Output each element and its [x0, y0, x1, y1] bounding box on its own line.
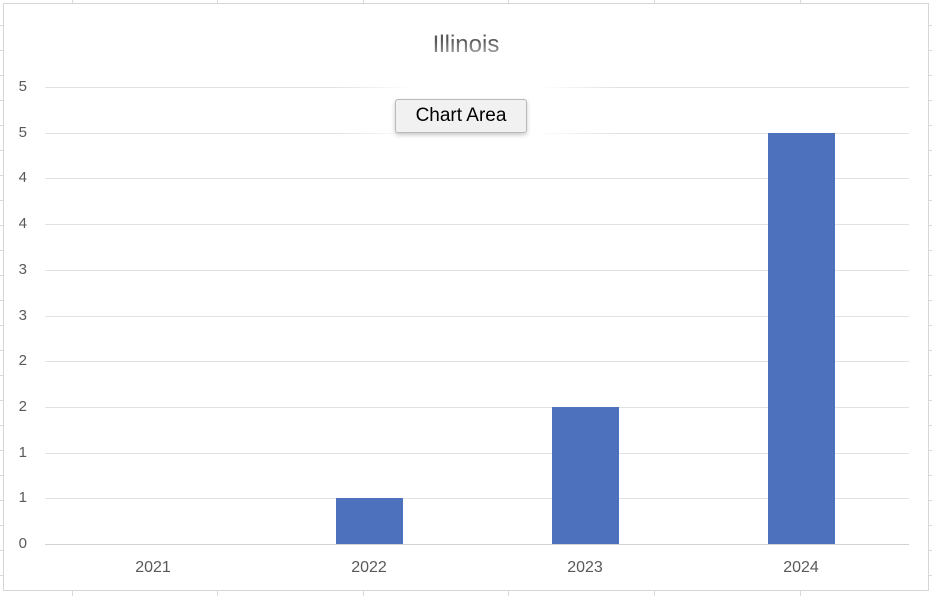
- y-axis-tick-label[interactable]: 3: [18, 261, 27, 278]
- bar-2023[interactable]: [552, 407, 619, 544]
- y-gridline: [45, 316, 909, 317]
- y-gridline: [45, 178, 909, 179]
- bar-2022[interactable]: [336, 498, 403, 544]
- x-axis-tick-label[interactable]: 2023: [567, 559, 603, 576]
- y-gridline: [45, 453, 909, 454]
- y-axis-tick-label[interactable]: 4: [18, 215, 27, 232]
- plot-area[interactable]: 0 1 1 2 2 3 3 4 4 5 5 2021 2022 2023 2024: [4, 4, 928, 590]
- y-gridline: [45, 361, 909, 362]
- tooltip-label: Chart Area: [415, 105, 507, 126]
- chart-area-tooltip: Chart Area: [395, 99, 527, 133]
- y-axis-tick-label[interactable]: 1: [18, 489, 27, 506]
- y-axis-tick-label[interactable]: 5: [18, 78, 27, 95]
- y-gridline: [45, 407, 909, 408]
- chart-area[interactable]: Illinois 0 1 1 2 2 3 3 4 4 5 5 2021 2022 2023 2024 Cha…: [3, 3, 929, 591]
- bar-2024[interactable]: [768, 133, 835, 544]
- y-axis-tick-label[interactable]: 4: [18, 169, 27, 186]
- y-axis-tick-label[interactable]: 0: [18, 535, 27, 552]
- x-axis-tick-label[interactable]: 2022: [351, 559, 387, 576]
- y-gridline: [45, 270, 909, 271]
- y-axis-tick-label[interactable]: 5: [18, 124, 27, 141]
- y-gridline: [45, 224, 909, 225]
- y-axis-tick-label[interactable]: 1: [18, 444, 27, 461]
- y-axis-tick-label[interactable]: 3: [18, 307, 27, 324]
- y-gridline: [45, 87, 909, 88]
- x-axis-line: [45, 544, 909, 545]
- y-gridline: [45, 498, 909, 499]
- y-axis-tick-label[interactable]: 2: [18, 398, 27, 415]
- y-axis-tick-label[interactable]: 2: [18, 352, 27, 369]
- x-axis-tick-label[interactable]: 2021: [135, 559, 171, 576]
- x-axis-tick-label[interactable]: 2024: [783, 559, 819, 576]
